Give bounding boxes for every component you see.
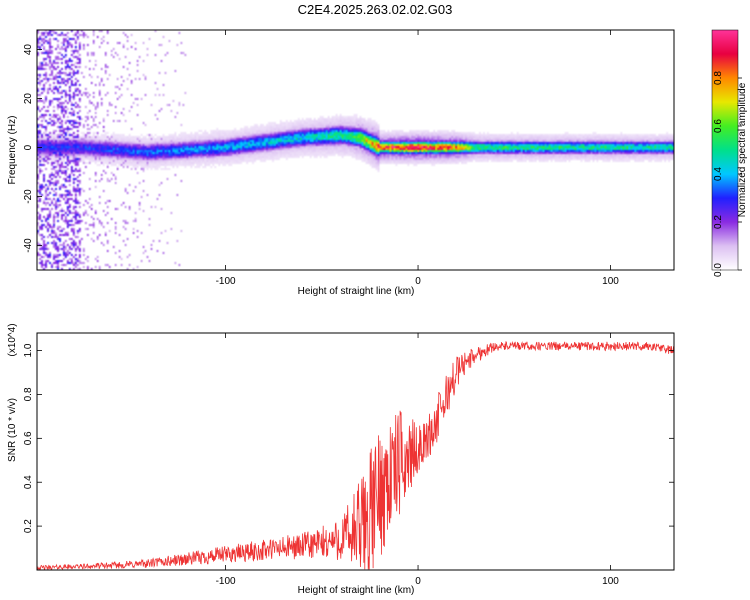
snr-x-tick-label: 0 (415, 576, 421, 587)
snr-frame (36, 332, 675, 571)
snr-x-axis-label: Height of straight line (km) (298, 585, 415, 596)
spectrogram-x-axis-label: Height of straight line (km) (298, 286, 415, 297)
colorbar-tick-label: 0.0 (713, 263, 724, 277)
snr-y-axis-label: SNR (10 * v/v) (7, 398, 18, 462)
snr-panel: -100 0 100 0.2 0.4 0.6 0.8 1.0 Height of strai… (7, 323, 675, 596)
spectrogram-x-ticks: -100 0 100 (216, 30, 619, 287)
spectrogram-y-ticks: -40 -20 0 20 40 (23, 44, 42, 253)
snr-y-tick-label: 0.8 (23, 387, 34, 401)
spectrogram-x-tick-label: 0 (415, 276, 421, 287)
snr-y-tick-label: 0.2 (23, 519, 34, 533)
snr-y-tick-label: 1.0 (23, 343, 34, 357)
spectrogram-y-axis-label: Frequency (Hz) (7, 116, 18, 185)
colorbar-gradient (711, 29, 739, 271)
spectrogram-y-tick-label: 40 (23, 44, 34, 56)
spectrogram-y-tick-label: -20 (23, 189, 34, 204)
snr-y-multiplier: (x10^4) (7, 323, 18, 356)
spectrogram-y-tick-label: 20 (23, 93, 34, 105)
colorbar-tick-label: 0.8 (713, 71, 724, 85)
spectrogram-x-tick-label: -100 (216, 276, 236, 287)
snr-x-tick-label: -100 (216, 576, 236, 587)
colorbar: 0.0 0.2 0.4 0.6 0.8 Normalized spectral ampl… (711, 29, 748, 277)
spectrogram-panel: -100 0 100 -40 -20 0 20 40 Height of straight … (7, 29, 675, 297)
spectrogram-x-tick-label: 100 (602, 276, 619, 287)
spectrogram-y-tick-label: 0 (23, 144, 34, 150)
colorbar-ticks: 0.0 0.2 0.4 0.6 0.8 (713, 71, 742, 277)
snr-y-tick-label: 0.6 (23, 431, 34, 445)
colorbar-tick-label: 0.2 (713, 215, 724, 229)
snr-y-tick-label: 0.4 (23, 475, 34, 489)
colorbar-label: Normalized spectral amplitude (737, 82, 748, 217)
spectrogram-heatmap (37, 30, 674, 270)
chart-title: C2E4.2025.263.02.02.G03 (298, 2, 453, 17)
colorbar-tick-label: 0.6 (713, 119, 724, 133)
snr-y-ticks: 0.2 0.4 0.6 0.8 1.0 (23, 343, 674, 533)
colorbar-tick-label: 0.4 (713, 167, 724, 181)
snr-series-line (36, 340, 675, 571)
spectrogram-frame (36, 29, 675, 271)
spectrogram-y-tick-label: -40 (23, 238, 34, 253)
snr-x-tick-label: 100 (602, 576, 619, 587)
snr-x-ticks: -100 0 100 (216, 333, 619, 587)
